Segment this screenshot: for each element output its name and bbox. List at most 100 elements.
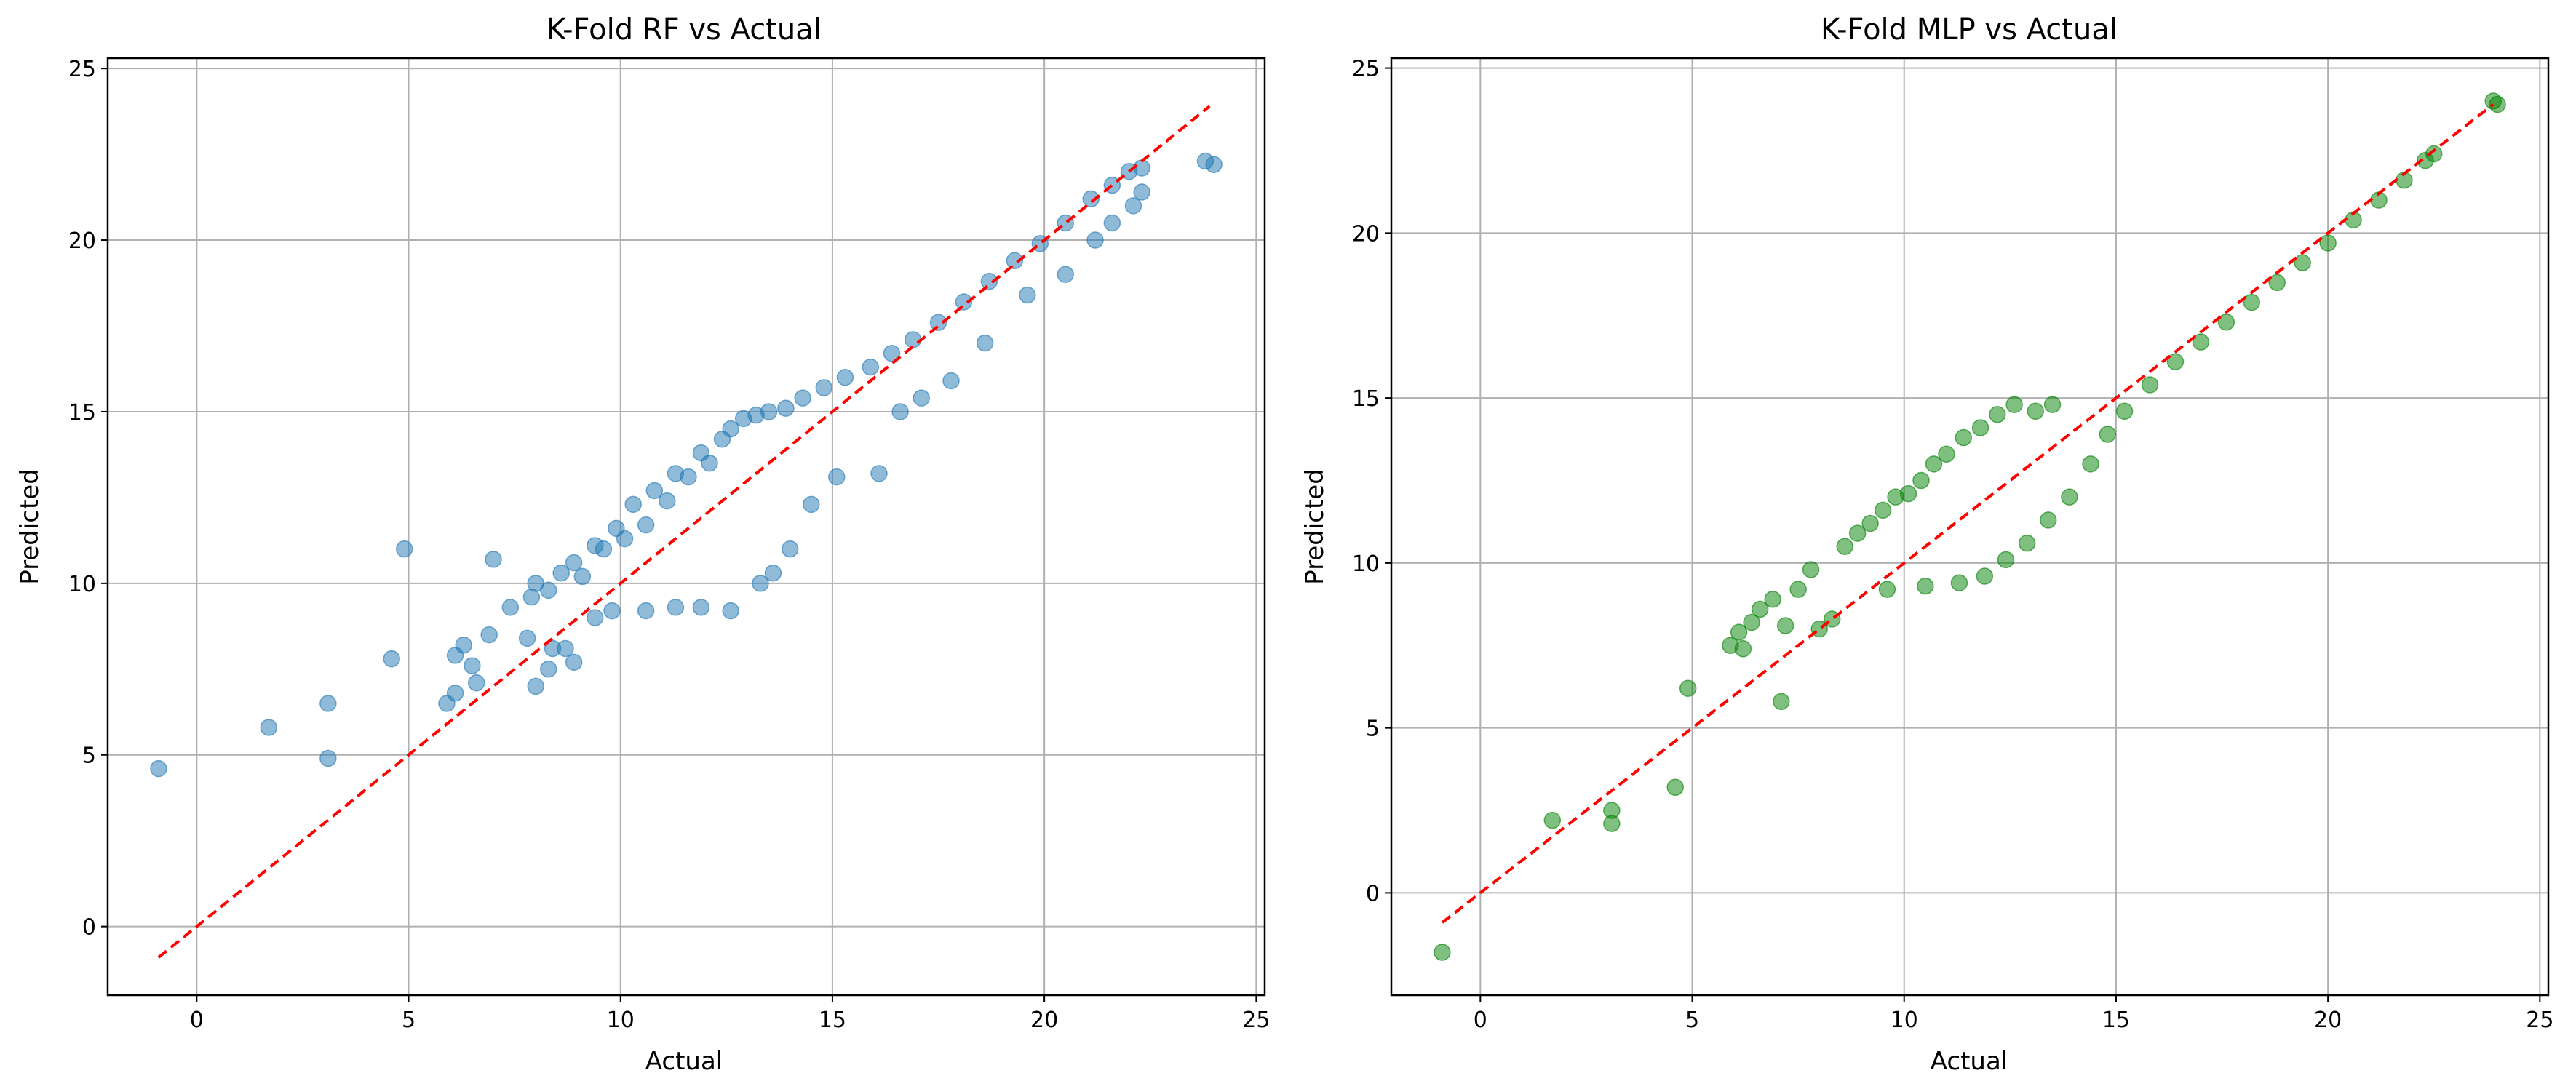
- rf-y-tick-label: 20: [68, 228, 96, 254]
- mlp-data-point: [1989, 406, 2006, 423]
- rf-data-point: [565, 554, 583, 572]
- rf-data-point: [552, 564, 570, 582]
- rf-scatter-panel: K-Fold RF vs Actual 0 5 10 15 20 25 0 5 10 15 20 2…: [15, 13, 1270, 1076]
- rf-data-point: [485, 551, 502, 568]
- rf-data-point: [587, 609, 604, 626]
- mlp-data-point: [1836, 538, 1853, 555]
- rf-data-point: [760, 403, 778, 420]
- rf-y-tick-label: 10: [68, 572, 96, 597]
- rf-data-point: [680, 468, 697, 486]
- mlp-scatter-panel: K-Fold MLP vs Actual 0 5 10 15 20 25 0 5 10 15 20…: [1300, 13, 2553, 1076]
- rf-data-point: [1082, 190, 1100, 208]
- mlp-data-point: [2268, 274, 2286, 292]
- rf-data-point: [446, 685, 464, 702]
- mlp-data-point: [1899, 484, 1917, 503]
- rf-data-point: [1133, 183, 1150, 201]
- rf-data-point: [319, 695, 337, 712]
- mlp-y-tick-label: 5: [1366, 717, 1380, 742]
- rf-x-tick-label: 20: [1030, 1008, 1058, 1033]
- rf-x-tick-label: 15: [819, 1008, 846, 1033]
- rf-y-tick-label: 5: [82, 743, 96, 769]
- mlp-y-axis-label: Predicted: [1300, 468, 1329, 585]
- rf-data-point: [828, 468, 846, 486]
- rf-data-point: [464, 657, 481, 674]
- rf-reference-line: [157, 105, 1211, 959]
- mlp-data-point: [2243, 293, 2261, 311]
- mlp-data-point: [1917, 577, 1934, 595]
- mlp-data-point: [1955, 428, 1973, 447]
- rf-plot-area: [108, 58, 1265, 995]
- mlp-data-point: [2166, 353, 2185, 370]
- rf-data-point: [557, 639, 574, 658]
- rf-data-point: [955, 293, 973, 311]
- mlp-data-point: [2319, 234, 2337, 252]
- mlp-data-point: [1912, 471, 1930, 490]
- mlp-axes-frame: [1390, 57, 2550, 997]
- rf-data-point: [781, 540, 799, 558]
- rf-data-point: [616, 530, 634, 548]
- rf-x-tick-label: 5: [402, 1008, 416, 1033]
- rf-data-point: [722, 602, 739, 620]
- mlp-plot-title: K-Fold MLP vs Actual: [1821, 13, 2118, 47]
- mlp-data-point: [1802, 561, 1820, 578]
- rf-data-point: [1124, 197, 1142, 215]
- rf-data-point: [904, 331, 922, 348]
- rf-data-point: [1019, 286, 1036, 304]
- mlp-y-ticks: 0 5 10 15 20 25: [1352, 57, 1391, 906]
- rf-points: [150, 152, 1223, 778]
- rf-data-point: [539, 581, 557, 599]
- rf-data-point: [752, 575, 769, 592]
- mlp-data-point: [1976, 567, 1994, 585]
- mlp-data-point: [1773, 693, 1790, 711]
- rf-data-point: [455, 637, 472, 654]
- rf-y-tick-label: 25: [68, 57, 96, 82]
- rf-data-point: [870, 465, 888, 482]
- rf-data-point: [603, 602, 621, 620]
- mlp-data-point: [1764, 591, 1781, 608]
- mlp-data-point: [2115, 402, 2134, 420]
- mlp-x-tick-label: 15: [2102, 1008, 2130, 1033]
- mlp-data-point: [1730, 623, 1748, 641]
- rf-y-tick-label: 0: [82, 915, 96, 941]
- mlp-data-point: [2027, 402, 2045, 420]
- rf-data-point: [501, 599, 520, 616]
- rf-data-point: [667, 599, 685, 616]
- mlp-data-point: [1848, 524, 1867, 542]
- mlp-data-point: [2217, 314, 2235, 331]
- mlp-data-point: [2082, 455, 2099, 473]
- mlp-data-point: [1971, 419, 1989, 436]
- mlp-data-point: [2061, 488, 2078, 506]
- rf-data-point: [573, 567, 592, 586]
- rf-data-point: [929, 314, 947, 332]
- mlp-data-point: [1861, 514, 1879, 532]
- rf-data-point: [976, 334, 994, 352]
- mlp-points: [1434, 92, 2506, 961]
- rf-data-point: [980, 272, 998, 290]
- mlp-data-point: [1543, 811, 1562, 829]
- rf-data-point: [692, 599, 710, 616]
- rf-data-point: [395, 540, 413, 558]
- rf-data-point: [701, 454, 718, 472]
- rf-data-point: [527, 677, 544, 695]
- rf-axes-frame: [106, 57, 1266, 997]
- rf-data-point: [764, 564, 782, 582]
- rf-y-ticks: 0 5 10 15 20 25: [68, 57, 108, 941]
- rf-data-point: [1103, 214, 1121, 232]
- rf-data-point: [1057, 266, 1075, 283]
- rf-data-point: [913, 389, 930, 407]
- mlp-data-point: [2425, 145, 2443, 163]
- rf-data-point: [803, 495, 820, 514]
- rf-data-point: [815, 379, 833, 396]
- mlp-data-point: [1950, 574, 1968, 591]
- rf-data-point: [883, 344, 901, 362]
- mlp-data-point: [1743, 613, 1760, 631]
- mlp-y-tick-label: 25: [1352, 57, 1380, 82]
- mlp-x-axis-label: Actual: [1931, 1047, 2008, 1076]
- rf-data-point: [319, 749, 337, 767]
- rf-x-ticks: 0 5 10 15 20 25: [190, 995, 1270, 1033]
- rf-x-tick-label: 10: [607, 1008, 635, 1033]
- mlp-data-point: [1734, 640, 1752, 658]
- mlp-data-point: [1679, 679, 1697, 697]
- rf-x-tick-label: 0: [190, 1008, 204, 1033]
